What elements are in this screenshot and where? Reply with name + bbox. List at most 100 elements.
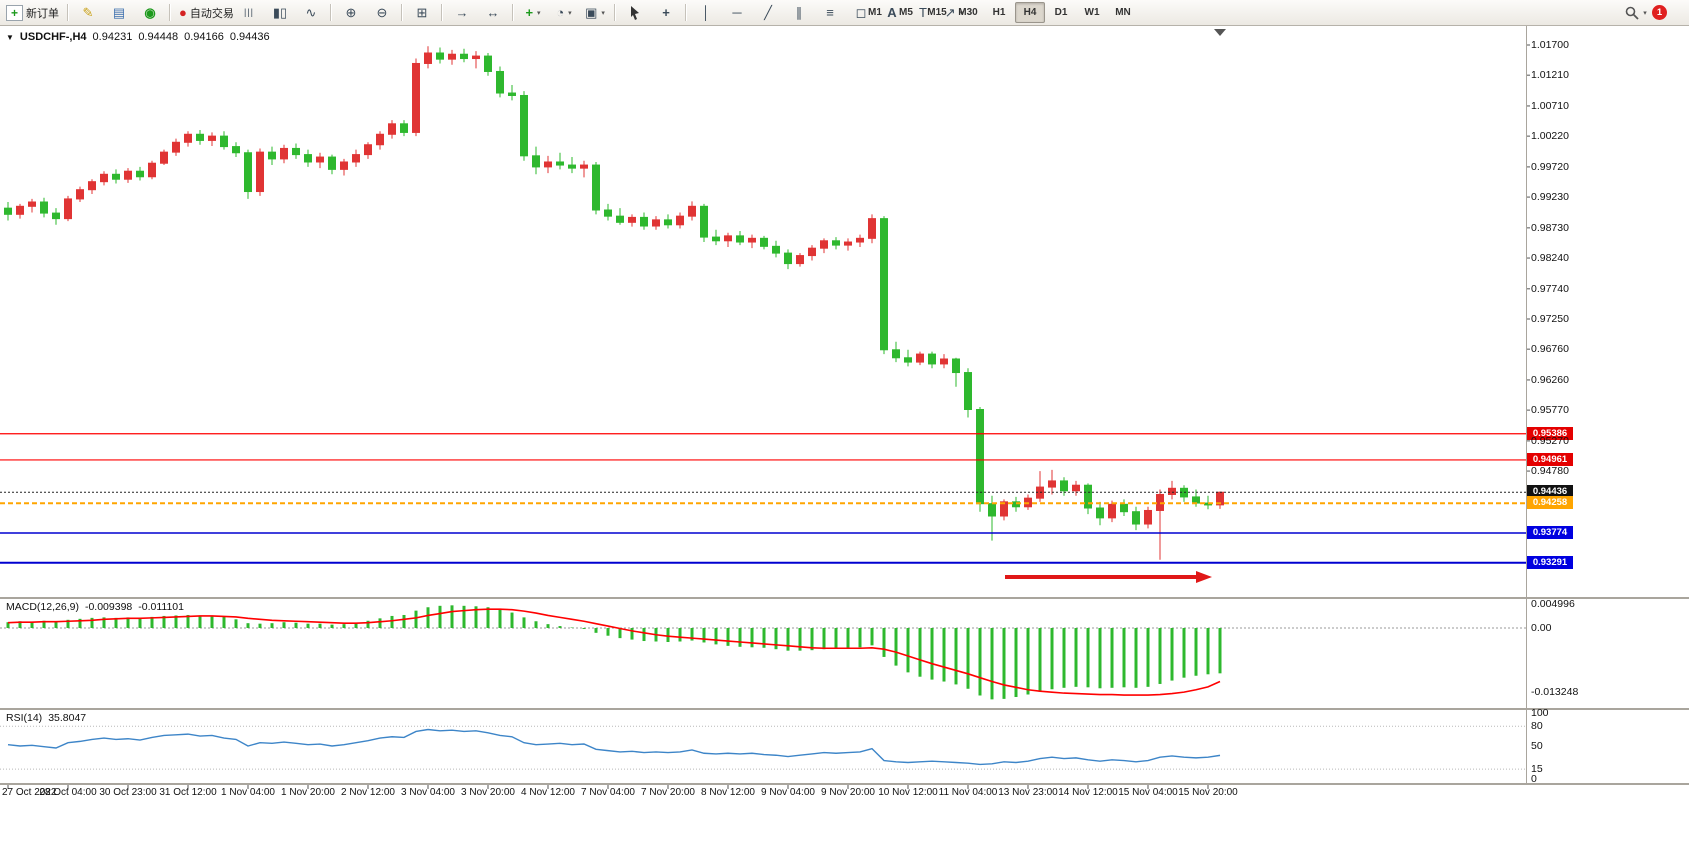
panel-divider[interactable] <box>0 597 1689 599</box>
panel-divider <box>0 783 1689 785</box>
search-button[interactable]: ▾ <box>1621 1 1651 24</box>
timeframe-M15[interactable]: M15 <box>927 7 947 18</box>
candle-body <box>1132 511 1140 525</box>
timeframe-M5[interactable]: M5 <box>899 7 913 18</box>
indicators-button[interactable]: + ▾ <box>518 1 548 24</box>
arrows-button[interactable]: ↗ ▾ <box>939 1 969 24</box>
candle-body <box>868 218 876 239</box>
macd-label: MACD(12,26,9) -0.009398 -0.011101 <box>6 601 184 613</box>
candle-body <box>40 201 48 214</box>
candle-body <box>148 162 156 178</box>
cursor-button[interactable] <box>620 1 650 24</box>
toolbar-separator <box>614 4 616 21</box>
candle-body <box>220 135 228 148</box>
candlestick-icon: ▮▯ <box>272 5 288 20</box>
candle-body <box>484 55 492 72</box>
bar-chart-button[interactable]: ||| <box>234 1 264 24</box>
candle-body <box>568 164 576 169</box>
notification-badge[interactable]: 1 <box>1652 5 1667 20</box>
timeframe-M30[interactable]: M30 <box>958 7 978 18</box>
macd-panel[interactable] <box>0 599 1526 708</box>
candle-body <box>748 237 756 243</box>
candle-body <box>616 215 624 223</box>
templates-button[interactable]: ▣ ▾ <box>580 1 610 24</box>
periods-button[interactable]: ◔ ▾ <box>549 1 579 24</box>
chart-shift-button[interactable]: ↔ <box>478 1 508 24</box>
candle-body <box>1012 501 1020 508</box>
axis-border <box>1526 26 1527 785</box>
line-chart-button[interactable]: ∿ <box>296 1 326 24</box>
trend-arrow-head[interactable] <box>1196 570 1212 583</box>
auto-scroll-button[interactable]: → <box>447 1 477 24</box>
trendline-button[interactable]: ╱ <box>753 1 783 24</box>
timeframe-D1[interactable]: D1 <box>1054 7 1068 18</box>
vertical-line-button[interactable]: │ <box>691 1 721 24</box>
clock-icon: ◔ <box>556 5 565 20</box>
candle-body <box>4 207 12 215</box>
toolbar-group-charts: ||| ▮▯ ∿ ⊕ ⊖ ⊞ → ↔ + ▾ ◔ ▾ ▣ ▾ + │ ─ ╱ ∥ ≡ … <box>234 1 969 24</box>
candle-body <box>1000 501 1008 517</box>
metaeditor-button[interactable]: ✎ <box>73 1 103 24</box>
zoom-in-button[interactable]: ⊕ <box>336 1 366 24</box>
candle-body <box>832 240 840 246</box>
one-click-trading-toggle[interactable]: ▼ <box>6 33 14 42</box>
candle-body <box>712 236 720 242</box>
autotrading-button[interactable]: ● 自动交易 <box>175 1 238 24</box>
line-chart-icon: ∿ <box>305 5 317 20</box>
candle-body <box>196 133 204 141</box>
timeframe-H1[interactable]: H1 <box>992 7 1006 18</box>
candle-body <box>988 503 996 517</box>
candle-body <box>664 219 672 226</box>
zoom-out-button[interactable]: ⊖ <box>367 1 397 24</box>
candle-body <box>376 133 384 146</box>
new-order-button[interactable]: + 新订单 <box>2 1 63 24</box>
timeframe-W1[interactable]: W1 <box>1084 7 1100 18</box>
candle-body <box>1060 480 1068 492</box>
crosshair-button[interactable]: + <box>651 1 681 24</box>
candle-body <box>640 216 648 227</box>
channel-button[interactable]: ∥ <box>784 1 814 24</box>
candle-body <box>676 215 684 226</box>
candle-body <box>724 235 732 242</box>
toolbar: + 新订单 ✎ ▤ ◉ ● 自动交易 ||| ▮▯ ∿ ⊕ ⊖ ⊞ → ↔ + ▾… <box>0 0 1689 26</box>
fibonacci-button[interactable]: ≡ <box>815 1 845 24</box>
candle-body <box>304 154 312 163</box>
candle-body <box>544 161 552 168</box>
horizontal-line-button[interactable]: ─ <box>722 1 752 24</box>
tile-windows-button[interactable]: ⊞ <box>407 1 437 24</box>
text-icon: A <box>887 5 897 20</box>
community-button[interactable]: ◉ <box>135 1 165 24</box>
timeframe-M1[interactable]: M1 <box>868 7 882 18</box>
text-button[interactable]: A <box>877 1 907 24</box>
timeframe-MN[interactable]: MN <box>1115 7 1131 18</box>
candle-body <box>580 164 588 169</box>
candle-body <box>964 372 972 410</box>
candle-body <box>52 212 60 220</box>
candle-body <box>856 237 864 243</box>
chart-plot <box>0 29 1530 789</box>
data-window-button[interactable]: ▤ <box>104 1 134 24</box>
rsi-line <box>7 728 1221 766</box>
text-label-button[interactable]: T <box>908 1 938 24</box>
ohlc-open: 0.94231 <box>92 31 133 43</box>
new-order-label: 新订单 <box>26 7 59 20</box>
timeframe-H4[interactable]: H4 <box>1015 2 1045 23</box>
chart-shift-marker[interactable] <box>1214 29 1226 36</box>
candle-body <box>952 358 960 374</box>
candle-body <box>100 173 108 183</box>
rsi-panel[interactable] <box>0 710 1526 783</box>
candle-body <box>364 144 372 156</box>
time-axis[interactable] <box>0 785 1526 805</box>
price-axis[interactable] <box>1526 26 1689 783</box>
trendline-icon: ╱ <box>764 5 772 20</box>
candle-body <box>796 255 804 265</box>
shapes-button[interactable]: ◻ <box>846 1 876 24</box>
candle-body <box>448 53 456 60</box>
candlestick-button[interactable]: ▮▯ <box>265 1 295 24</box>
autotrading-label: 自动交易 <box>189 7 234 20</box>
search-icon <box>1625 6 1639 20</box>
panel-divider[interactable] <box>0 708 1689 710</box>
candle-body <box>340 161 348 170</box>
candle-body <box>472 55 480 60</box>
main-chart-area[interactable] <box>0 26 1526 597</box>
